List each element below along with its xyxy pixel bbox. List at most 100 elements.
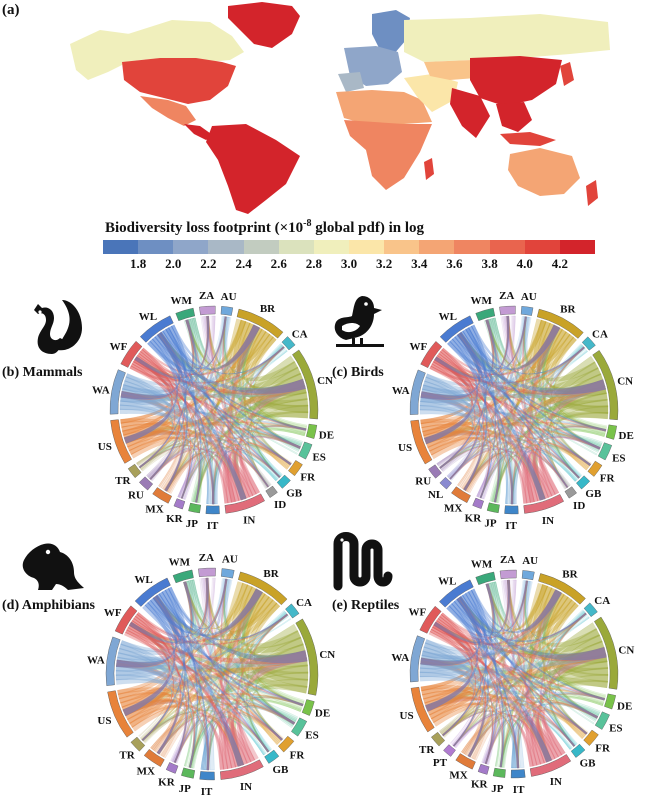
chord-ribbon-us [121, 421, 301, 449]
chord-ribbon-jp [191, 378, 306, 503]
chord-ribbon-tr [438, 580, 528, 733]
chord-ribbon-in [484, 719, 534, 767]
chord-label-tr: TR [419, 744, 435, 756]
chord-ribbon-wl [462, 328, 501, 503]
chord-ribbon-it [424, 431, 509, 505]
chord-ribbon-nl [446, 316, 527, 478]
chord-ribbon-in [452, 713, 549, 764]
chord-ribbon-jp [500, 693, 606, 768]
chord-ribbon-gb [424, 429, 578, 482]
map-region-china [470, 56, 562, 106]
chord-ribbon-wm [488, 581, 507, 768]
chord-ribbon-wa [423, 380, 592, 466]
chord-arc-tr [130, 736, 146, 752]
chord-ribbon-br [173, 581, 244, 764]
chord-ribbon-cn [188, 630, 302, 768]
chord-ribbon-us [432, 696, 599, 727]
chord-ribbon-wf [136, 577, 209, 638]
chord-ribbon-br [123, 326, 263, 444]
chord-ribbon-in [149, 448, 244, 502]
chord-ribbon-kr [177, 435, 301, 498]
chord-ribbon-us [123, 699, 180, 755]
chord-ribbon-cn [253, 613, 309, 681]
chord-ribbon-jp [138, 445, 202, 504]
chord-ribbon-cn [123, 411, 309, 444]
chord-ribbon-wa [115, 613, 289, 681]
chord-ribbon-tr [425, 694, 476, 738]
chord-ribbon-wl [452, 594, 487, 747]
chord-ribbon-nl [447, 448, 546, 501]
chord-label-tr: TR [115, 475, 131, 487]
chord-ribbon-in [183, 581, 259, 761]
chord-ribbon-ca [138, 350, 288, 469]
chord-ribbon-in [529, 693, 606, 767]
chord-ribbon-fr [536, 709, 586, 763]
chord-ribbon-us [121, 577, 209, 713]
chord-ribbon-gb [212, 450, 277, 505]
chord-ribbon-au [224, 316, 301, 449]
chord-arc-wl [439, 579, 474, 608]
chord-ribbon-wa [422, 315, 510, 394]
chord-arc-cn [594, 616, 619, 690]
chord-label-jp: JP [186, 518, 199, 530]
chord-ribbon-wl [464, 591, 576, 747]
chord-ribbon-wf [140, 349, 307, 431]
chord-ribbon-nl [439, 441, 480, 481]
chord-ribbon-wf [429, 628, 477, 737]
chord-arc-wa [105, 636, 121, 686]
chord-ribbon-wl [453, 579, 511, 634]
legend-colorbar [103, 240, 595, 254]
chord-ribbon-us [120, 418, 247, 501]
chord-ribbon-wf [439, 614, 482, 747]
chord-ribbon-us [424, 695, 504, 768]
chord-ribbon-wf [130, 588, 263, 643]
chord-ribbon-in [180, 455, 229, 504]
chord-ribbon-jp [485, 583, 506, 768]
chord-ribbon-wl [122, 602, 176, 717]
chord-ribbon-it [205, 577, 215, 771]
chord-ribbon-in [456, 596, 566, 756]
legend-title-exponent: -8 [303, 218, 312, 229]
chord-ribbon-es [156, 702, 298, 755]
chord-ribbon-br [449, 336, 577, 480]
chord-ribbon-wa [420, 319, 494, 403]
chord-ribbon-br [183, 581, 249, 629]
chord-ribbon-au [494, 316, 528, 503]
chord-ribbon-br [243, 333, 281, 479]
chord-ribbon-br [479, 322, 555, 499]
chord-ribbon-wm [488, 317, 514, 505]
chord-ribbon-us [122, 319, 194, 436]
chord-ribbon-de [128, 621, 303, 711]
map-region-north-africa [336, 90, 432, 126]
chord-ribbon-cn [558, 373, 607, 432]
chord-arc-au [220, 306, 234, 316]
chord-ribbon-de [452, 693, 604, 747]
chord-ribbon-wf [429, 365, 569, 488]
chord-ribbon-br [441, 602, 579, 737]
chord-ribbon-br [536, 321, 601, 450]
chord-ribbon-wm [463, 318, 500, 491]
chord-ribbon-wa [420, 396, 569, 488]
chord-ribbon-mx [456, 331, 488, 488]
chord-ribbon-es [554, 431, 602, 466]
chord-ribbon-in [433, 621, 542, 766]
chord-ribbon-wa [120, 392, 301, 449]
chord-ribbon-br [180, 322, 255, 499]
chord-ribbon-us [420, 418, 546, 501]
chord-ribbon-au [525, 580, 599, 719]
chord-ribbon-us [120, 346, 285, 428]
chord-ribbon-in [206, 315, 261, 495]
chord-ribbon-gb [510, 450, 577, 505]
chord-ribbon-wf [134, 356, 292, 466]
chord-ribbon-wl [424, 338, 478, 445]
chord-ribbon-cn [439, 392, 608, 469]
chord-ribbon-jp [479, 454, 503, 503]
chord-ribbon-wa [419, 663, 576, 747]
chord-ribbon-wl [451, 600, 489, 758]
chord-ribbon-za [504, 315, 527, 364]
chord-ribbon-wa [421, 583, 495, 659]
chord-ribbon-wa [120, 581, 192, 652]
chord-ribbon-wa [420, 356, 472, 404]
chord-ribbon-wa [420, 658, 606, 701]
